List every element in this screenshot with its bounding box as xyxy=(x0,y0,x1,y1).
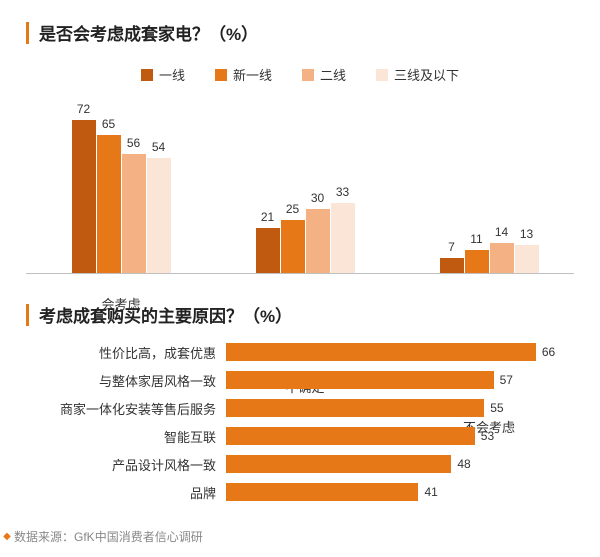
hbar-value-label: 53 xyxy=(475,427,494,445)
legend-item: 新一线 xyxy=(215,65,272,84)
footer-source: GfK中国消费者信心调研 xyxy=(74,528,203,545)
hbar-row: 品牌 41 xyxy=(26,481,574,503)
chart1-title-row: 是否会考虑成套家电？（%） xyxy=(26,20,574,45)
bar: 13 xyxy=(515,245,539,273)
bar: 14 xyxy=(490,243,514,273)
bar: 54 xyxy=(147,158,171,273)
bar-value-label: 21 xyxy=(256,210,280,224)
hbar-label: 产品设计风格一致 xyxy=(26,455,226,474)
bar: 21 xyxy=(256,228,280,273)
hbar-value-label: 55 xyxy=(484,399,503,417)
hbar-row: 性价比高，成套优惠 66 xyxy=(26,341,574,363)
bar-value-label: 30 xyxy=(306,191,330,205)
bar: 11 xyxy=(465,250,489,273)
bar-group: 72655654会考虑 xyxy=(46,120,196,273)
bar-value-label: 54 xyxy=(147,140,171,154)
hbar xyxy=(226,455,451,473)
hbar-value-label: 66 xyxy=(536,343,555,361)
chart1-panel: 是否会考虑成套家电？（%） 一线 新一线 二线 三线及以下 72655654会考虑 21… xyxy=(26,20,574,274)
hbar xyxy=(226,343,536,361)
bar: 65 xyxy=(97,135,121,273)
bar: 30 xyxy=(306,209,330,273)
legend-swatch xyxy=(215,69,227,81)
bar-value-label: 72 xyxy=(72,102,96,116)
bullet-icon: ◆ xyxy=(0,531,14,542)
hbar-row: 智能互联 53 xyxy=(26,425,574,447)
bar-value-label: 11 xyxy=(465,232,489,246)
legend-swatch xyxy=(376,69,388,81)
hbar xyxy=(226,483,418,501)
hbar-track: 53 xyxy=(226,427,574,445)
legend-label: 二线 xyxy=(320,65,346,84)
chart2-plot: 性价比高，成套优惠 66 与整体家居风格一致 57 商家一体化安装等售后服务 55 智能互联… xyxy=(26,341,574,503)
hbar-value-label: 48 xyxy=(451,455,470,473)
hbar-row: 与整体家居风格一致 57 xyxy=(26,369,574,391)
hbar xyxy=(226,371,494,389)
chart1-title: 是否会考虑成套家电？（%） xyxy=(39,20,258,45)
bar-value-label: 7 xyxy=(440,240,464,254)
hbar-row: 产品设计风格一致 48 xyxy=(26,453,574,475)
legend-label: 三线及以下 xyxy=(394,65,459,84)
hbar-label: 智能互联 xyxy=(26,427,226,446)
bar: 25 xyxy=(281,220,305,273)
bar-value-label: 14 xyxy=(490,225,514,239)
hbar-track: 66 xyxy=(226,343,574,361)
bar: 33 xyxy=(331,203,355,273)
hbar-value-label: 41 xyxy=(418,483,437,501)
bar-value-label: 13 xyxy=(515,227,539,241)
hbar-track: 57 xyxy=(226,371,574,389)
footer: ◆ 数据来源： GfK中国消费者信心调研 xyxy=(0,528,203,545)
legend-item: 一线 xyxy=(141,65,185,84)
hbar-label: 品牌 xyxy=(26,483,226,502)
hbar-label: 与整体家居风格一致 xyxy=(26,371,226,390)
chart1-accent xyxy=(26,22,29,44)
bar-group: 7111413不会考虑 xyxy=(414,243,564,273)
legend-item: 二线 xyxy=(302,65,346,84)
footer-prefix: 数据来源： xyxy=(14,528,74,545)
legend-item: 三线及以下 xyxy=(376,65,459,84)
chart2-title: 考虑成套购买的主要原因？（%） xyxy=(39,302,292,327)
chart1-plot: 72655654会考虑 21253033不确定 7111413不会考虑 xyxy=(26,104,574,274)
hbar xyxy=(226,399,484,417)
legend-label: 一线 xyxy=(159,65,185,84)
bar-value-label: 25 xyxy=(281,202,305,216)
hbar-value-label: 57 xyxy=(494,371,513,389)
hbar-row: 商家一体化安装等售后服务 55 xyxy=(26,397,574,419)
legend-swatch xyxy=(141,69,153,81)
hbar-track: 55 xyxy=(226,399,574,417)
chart2-panel: 考虑成套购买的主要原因？（%） 性价比高，成套优惠 66 与整体家居风格一致 57 商家… xyxy=(26,302,574,503)
legend-swatch xyxy=(302,69,314,81)
chart1-legend: 一线 新一线 二线 三线及以下 xyxy=(26,65,574,84)
bar-value-label: 56 xyxy=(122,136,146,150)
bar-value-label: 65 xyxy=(97,117,121,131)
hbar-label: 商家一体化安装等售后服务 xyxy=(26,399,226,418)
hbar-label: 性价比高，成套优惠 xyxy=(26,343,226,362)
hbar-track: 41 xyxy=(226,483,574,501)
chart2-title-row: 考虑成套购买的主要原因？（%） xyxy=(26,302,574,327)
hbar xyxy=(226,427,475,445)
bar-value-label: 33 xyxy=(331,185,355,199)
hbar-track: 48 xyxy=(226,455,574,473)
bar: 56 xyxy=(122,154,146,273)
chart2-accent xyxy=(26,304,29,326)
bar: 7 xyxy=(440,258,464,273)
bar: 72 xyxy=(72,120,96,273)
bar-group: 21253033不确定 xyxy=(230,203,380,273)
legend-label: 新一线 xyxy=(233,65,272,84)
